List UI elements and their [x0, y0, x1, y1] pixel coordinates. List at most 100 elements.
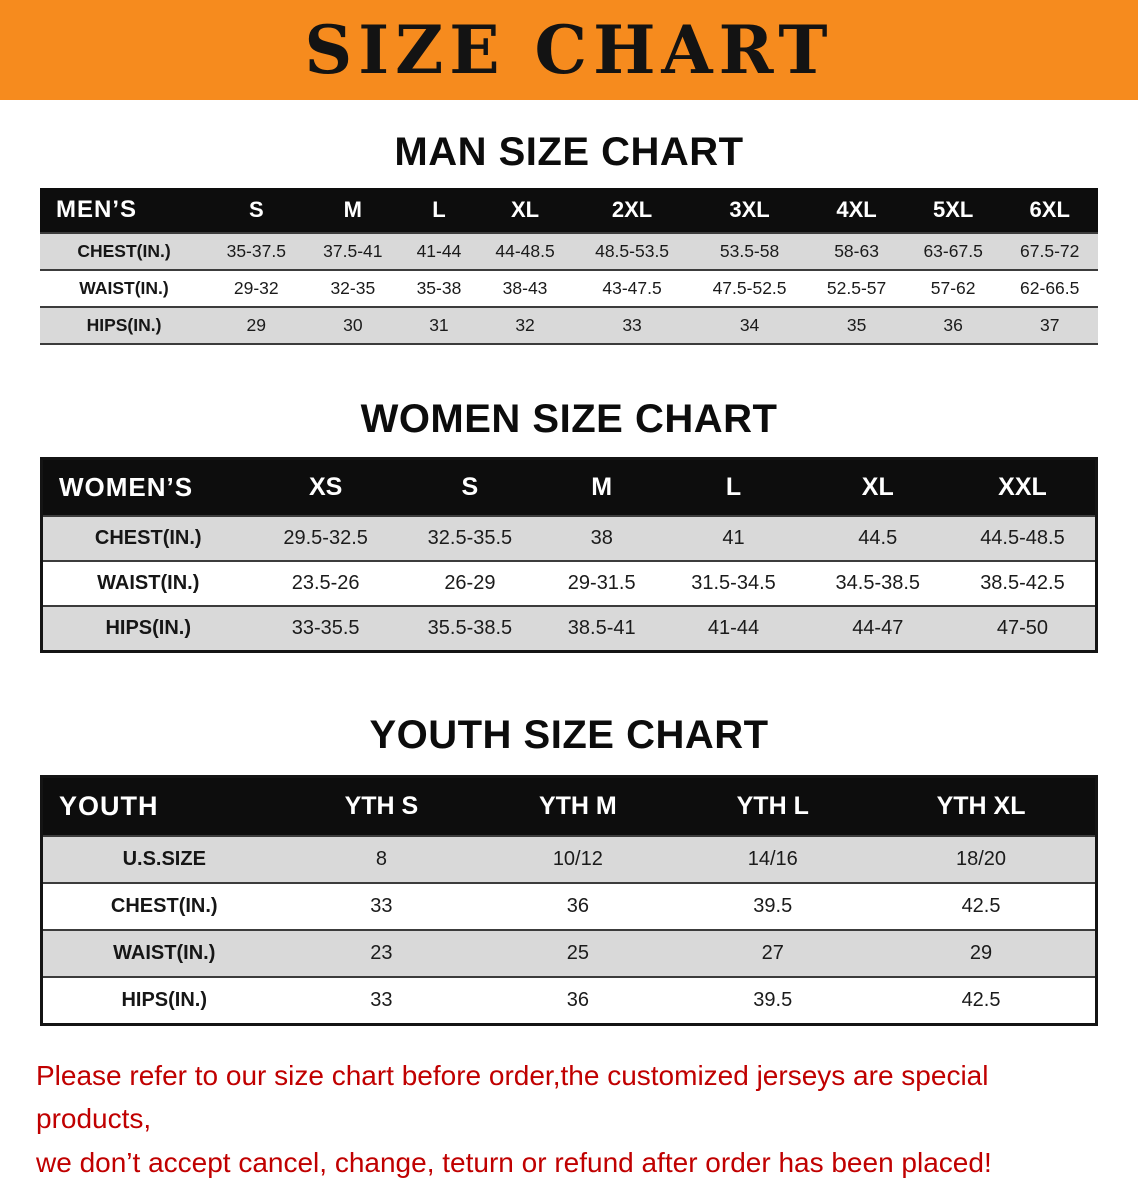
size-value: 18/20: [956, 848, 1007, 870]
size-column-header: 5XL: [904, 188, 1002, 233]
row-label: WAIST(IN.): [113, 942, 216, 964]
size-value: 63-67.5: [923, 241, 983, 261]
size-column-header: L: [661, 458, 806, 516]
size-value: 23: [370, 942, 393, 964]
measurement-row: HIPS(IN.) 33-35.5 35.5-38.5 38.5-41 41-44 44-…: [41, 606, 1097, 652]
size-value: 34.5-38.5: [835, 572, 921, 594]
size-value: 33: [370, 989, 393, 1011]
row-label: HIPS(IN.): [121, 989, 208, 1011]
disclaimer: Please refer to our size chart before or…: [36, 1054, 1108, 1184]
youth-size-chart-heading: YOUTH SIZE CHART: [369, 713, 769, 757]
size-value: 41-44: [416, 241, 462, 261]
size-column-header: XL: [476, 188, 574, 233]
measurement-row: U.S.SIZE 8 10/12 14/16 18/20: [41, 836, 1097, 883]
size-column-header: XL: [805, 458, 950, 516]
women-size-chart-section: WOMEN SIZE CHART WOMEN’S XS S M L XL XXL CHEST(…: [0, 397, 1138, 653]
size-value: 29-32: [233, 278, 279, 298]
women-size-table: WOMEN’S XS S M L XL XXL CHEST(IN.) 29.5-32.5 32.5…: [40, 457, 1098, 653]
size-value: 67.5-72: [1020, 241, 1080, 261]
size-value: 52.5-57: [826, 278, 887, 298]
size-value: 38: [590, 527, 613, 549]
size-column-header: 3XL: [690, 188, 809, 233]
size-value: 42.5: [961, 989, 1001, 1011]
size-value: 47.5-52.5: [712, 278, 787, 298]
size-value: 39.5: [753, 895, 793, 917]
size-column-header: 6XL: [1001, 188, 1098, 233]
table-title-cell: MEN’S: [40, 188, 208, 233]
measurement-row: WAIST(IN.) 29-32 32-35 35-38 38-43 43-47.5 47.…: [40, 270, 1098, 307]
measurement-row: CHEST(IN.) 29.5-32.5 32.5-35.5 38 41 44.5 44.5…: [41, 516, 1097, 561]
size-value: 23.5-26: [291, 572, 360, 594]
measurement-row: HIPS(IN.) 29 30 31 32 33 34 35 36 37: [40, 307, 1098, 344]
size-value: 10/12: [552, 848, 603, 870]
size-value: 33: [622, 315, 642, 335]
size-column-header: M: [542, 458, 662, 516]
size-value: 35: [846, 315, 867, 335]
size-column-header: XXL: [949, 458, 1097, 516]
man-size-chart-heading: MAN SIZE CHART: [394, 130, 744, 174]
measurement-row: HIPS(IN.) 33 36 39.5 42.5: [41, 977, 1097, 1025]
size-value: 29: [969, 942, 993, 964]
size-value: 44.5-48.5: [980, 527, 1065, 549]
size-value: 35.5-38.5: [427, 617, 513, 639]
row-label: CHEST(IN.): [94, 527, 202, 549]
men-size-table: MEN’S S M L XL 2XL 3XL 4XL 5XL 6XL CHEST(IN.) 35-37…: [40, 188, 1098, 345]
man-size-chart-section: MAN SIZE CHART MEN’S S M L XL 2XL 3XL 4XL 5XL 6XL…: [0, 130, 1138, 345]
size-value: 37: [1039, 315, 1060, 335]
size-value: 48.5-53.5: [595, 241, 670, 261]
row-label: U.S.SIZE: [122, 848, 206, 870]
youth-size-chart-section: YOUTH SIZE CHART YOUTH YTH S YTH M YTH L YTH…: [0, 713, 1138, 1026]
size-column-header: M: [304, 188, 402, 233]
size-value: 8: [375, 848, 387, 870]
banner-title: SIZE CHART: [304, 11, 834, 89]
size-value: 29.5-32.5: [283, 527, 368, 549]
size-value: 36: [566, 895, 589, 917]
size-chart-banner: SIZE CHART: [0, 0, 1138, 100]
size-value: 34: [739, 315, 760, 335]
size-value: 26-29: [444, 572, 496, 594]
size-value: 44.5: [858, 527, 898, 549]
size-column-header: YTH L: [678, 776, 868, 836]
size-value: 30: [343, 315, 363, 335]
size-value: 31.5-34.5: [691, 572, 776, 594]
size-value: 14/16: [747, 848, 798, 870]
measurement-row: CHEST(IN.) 35-37.5 37.5-41 41-44 44-48.5 48.5…: [40, 233, 1098, 270]
size-value: 31: [429, 315, 449, 335]
size-column-header: S: [397, 458, 543, 516]
size-column-header: YTH S: [285, 776, 478, 836]
measurement-row: CHEST(IN.) 33 36 39.5 42.5: [41, 883, 1097, 930]
row-label: WAIST(IN.): [79, 278, 169, 298]
size-column-header: YTH M: [477, 776, 679, 836]
size-value: 32.5-35.5: [427, 527, 513, 549]
youth-size-table: YOUTH YTH S YTH M YTH L YTH XL U.S.SIZE 8 10/12…: [40, 775, 1098, 1026]
size-value: 33: [370, 895, 393, 917]
size-value: 37.5-41: [323, 241, 383, 261]
size-column-header: L: [401, 188, 477, 233]
size-value: 38-43: [502, 278, 548, 298]
size-column-header: XS: [253, 458, 398, 516]
row-label: CHEST(IN.): [110, 895, 218, 917]
size-value: 38.5-42.5: [980, 572, 1065, 594]
size-value: 25: [566, 942, 589, 964]
row-label: HIPS(IN.): [105, 617, 192, 639]
table-title-cell: WOMEN’S: [41, 458, 254, 516]
size-value: 39.5: [753, 989, 793, 1011]
size-value: 43-47.5: [602, 278, 662, 298]
size-column-header: S: [208, 188, 305, 233]
measurement-row: WAIST(IN.) 23.5-26 26-29 29-31.5 31.5-34.5 34…: [41, 561, 1097, 606]
size-value: 42.5: [961, 895, 1001, 917]
size-value: 35-38: [416, 278, 462, 298]
header-row: YOUTH YTH S YTH M YTH L YTH XL: [41, 776, 1097, 836]
size-value: 44-47: [852, 617, 904, 639]
header-row: MEN’S S M L XL 2XL 3XL 4XL 5XL 6XL: [40, 188, 1098, 233]
size-value: 53.5-58: [719, 241, 780, 261]
disclaimer-line-2: we don’t accept cancel, change, teturn o…: [36, 1146, 992, 1178]
measurement-row: WAIST(IN.) 23 25 27 29: [41, 930, 1097, 977]
table-title-cell: YOUTH: [41, 776, 286, 836]
size-column-header: 4XL: [808, 188, 905, 233]
size-value: 36: [566, 989, 589, 1011]
size-value: 33-35.5: [291, 617, 360, 639]
size-value: 47-50: [996, 617, 1049, 639]
size-value: 38.5-41: [567, 617, 636, 639]
